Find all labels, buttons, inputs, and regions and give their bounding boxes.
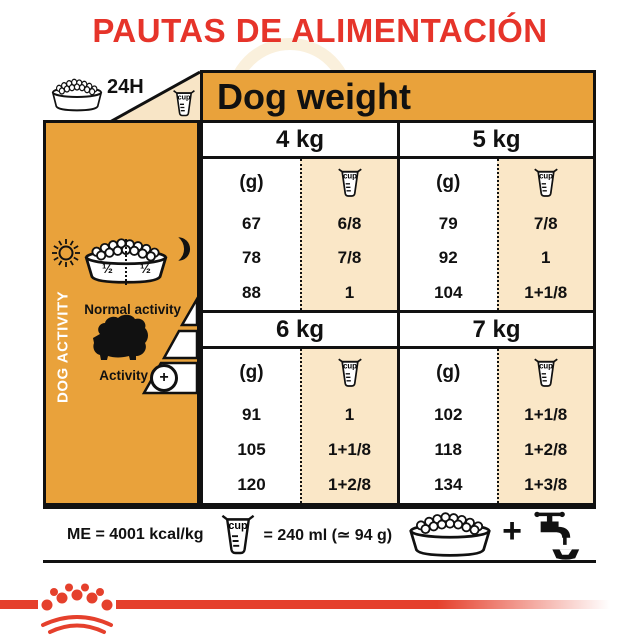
- cup-value: 7/8: [337, 248, 362, 268]
- moon-icon: [178, 237, 191, 261]
- grams-value: 102: [434, 404, 463, 424]
- measuring-cup-icon: [533, 356, 559, 390]
- measuring-cup-icon: [172, 87, 196, 120]
- sun-icon: [52, 239, 80, 267]
- cup-value: 1+3/8: [524, 475, 568, 495]
- table-corner-cell: [43, 70, 200, 123]
- grams-value: 67: [242, 214, 261, 234]
- grams-unit-label: (g): [239, 362, 264, 383]
- dog-silhouette-icon: [93, 314, 148, 360]
- grams-value: 78: [242, 248, 261, 268]
- feeding-table: 4 kg (g) 67 78 88 6/8 7/8 1 5 kg: [200, 123, 596, 506]
- grams-column: (g) 67 78 88: [203, 159, 300, 310]
- cup-value: 1+1/8: [327, 439, 371, 459]
- grams-value: 120: [237, 475, 266, 495]
- brand-line-right: [116, 600, 610, 609]
- daily-ration-label: 24H: [107, 76, 144, 98]
- water-tap-icon: [534, 511, 580, 560]
- info-bar: ME = 4001 kcal/kg = 240 ml (≃ 94 g) +: [43, 506, 596, 563]
- kibble-bowl-icon: [49, 77, 105, 113]
- cup-value: 1: [344, 404, 355, 424]
- normal-activity-label: Normal activity: [84, 302, 181, 317]
- cup-value: 6/8: [337, 214, 362, 234]
- page-title: PAUTAS DE ALIMENTACIÓN: [92, 12, 548, 49]
- weight-section-4kg: 4 kg (g) 67 78 88 6/8 7/8 1: [203, 123, 397, 310]
- metabolizable-energy-label: ME = 4001 kcal/kg: [67, 525, 204, 543]
- grams-column: (g) 79 92 104: [400, 159, 497, 310]
- dog-weight-label: Dog weight: [217, 75, 411, 117]
- weight-header: 6 kg: [203, 310, 397, 349]
- grams-value: 88: [242, 282, 261, 302]
- plus-symbol: +: [502, 512, 522, 550]
- cup-value: 1+1/8: [524, 404, 568, 424]
- weight-label: 6 kg: [275, 315, 325, 343]
- half-portion-right-label: ½: [140, 261, 151, 276]
- grams-value: 118: [434, 439, 462, 459]
- cup-value: 1+2/8: [524, 439, 568, 459]
- grams-unit-label: (g): [239, 172, 264, 193]
- grams-value: 91: [242, 404, 261, 424]
- grams-value: 92: [438, 248, 458, 268]
- grams-value: 104: [434, 282, 463, 302]
- weight-label: 7 kg: [472, 315, 521, 343]
- cup-value: 1+2/8: [327, 475, 371, 495]
- measuring-cup-icon: [337, 166, 363, 200]
- cup-equivalence-label: = 240 ml (≃ 94 g): [263, 526, 393, 544]
- cups-column: 7/8 1 1+1/8: [496, 159, 593, 310]
- meal-split-divider: [125, 239, 127, 285]
- cups-column: 1 1+1/8 1+2/8: [300, 349, 397, 503]
- kibble-bowl-icon: [404, 510, 496, 559]
- weight-header: 7 kg: [400, 310, 593, 349]
- cup-value: 7/8: [533, 214, 558, 234]
- weight-header: 4 kg: [203, 123, 397, 159]
- cups-column: 6/8 7/8 1: [300, 159, 397, 310]
- weight-section-7kg: 7 kg (g) 102 118 134 1+1/8 1+2/8 1+3/8: [397, 310, 593, 503]
- grams-unit-label: (g): [436, 172, 461, 193]
- half-portion-left-label: ½: [102, 261, 113, 276]
- grams-value: 79: [438, 214, 458, 234]
- grams-value: 134: [434, 475, 463, 495]
- royal-canin-crown-logo: [41, 583, 113, 634]
- measuring-cup-icon: [533, 166, 559, 200]
- grams-column: (g) 102 118 134: [400, 349, 497, 503]
- plus-symbol: +: [159, 369, 169, 386]
- dog-activity-sidebar: DOG ACTIVITY ½ ½ Normal activity: [43, 120, 200, 506]
- cups-column: 1+1/8 1+2/8 1+3/8: [496, 349, 593, 503]
- brand-line-left: [0, 600, 38, 609]
- diagonal-corner-shape: [107, 70, 200, 123]
- cup-value: 1+1/8: [524, 282, 568, 302]
- weight-label: 5 kg: [472, 125, 521, 153]
- weight-label: 4 kg: [275, 125, 325, 153]
- measuring-cup-icon: [220, 513, 256, 557]
- grams-value: 105: [237, 439, 266, 459]
- plus-circle-icon: +: [150, 364, 178, 392]
- weight-section-6kg: 6 kg (g) 91 105 120 1 1+1/8 1+2/8: [203, 310, 397, 503]
- grams-column: (g) 91 105 120: [203, 349, 300, 503]
- cup-value: 1: [344, 282, 355, 302]
- grams-unit-label: (g): [436, 362, 461, 383]
- measuring-cup-icon: [337, 356, 363, 390]
- activity-plus-label: Activity: [99, 368, 148, 383]
- weight-header: 5 kg: [400, 123, 593, 159]
- weight-section-5kg: 5 kg (g) 79 92 104 7/8 1 1+1/8: [397, 123, 593, 310]
- dog-weight-header: Dog weight: [200, 70, 596, 123]
- cup-value: 1: [541, 248, 551, 268]
